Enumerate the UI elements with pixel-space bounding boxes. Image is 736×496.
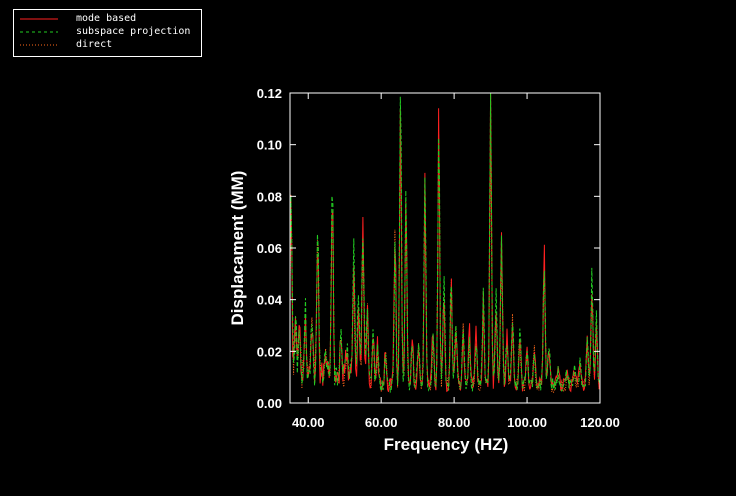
x-tick-label: 80.00 bbox=[438, 415, 471, 430]
x-tick-label: 120.00 bbox=[580, 415, 620, 430]
legend-item-direct: direct bbox=[20, 39, 200, 52]
y-tick-label: 0.06 bbox=[257, 241, 282, 256]
y-tick-label: 0.04 bbox=[257, 293, 283, 308]
legend-item-mode-based: mode based bbox=[20, 13, 200, 26]
legend-item-subspace-projection: subspace projection bbox=[20, 26, 200, 39]
x-tick-label: 60.00 bbox=[365, 415, 398, 430]
legend-swatch-dotted bbox=[20, 44, 58, 46]
y-tick-label: 0.10 bbox=[257, 138, 282, 153]
x-tick-label: 100.00 bbox=[507, 415, 547, 430]
legend-swatch-solid bbox=[20, 18, 58, 20]
x-axis-label: Frequency (HZ) bbox=[384, 435, 509, 454]
legend-label: subspace projection bbox=[76, 26, 191, 37]
series-line-mode-based bbox=[289, 92, 601, 393]
axis-ticks: 0.00 0.02 0.04 0.06 0.08 0.10 0.12 40.00 60.00 80… bbox=[257, 86, 620, 430]
series-line-subspace-projection bbox=[289, 92, 601, 394]
y-axis-label: Displacament (MM) bbox=[228, 171, 247, 326]
plot-area bbox=[289, 92, 601, 394]
y-tick-label: 0.00 bbox=[257, 396, 282, 411]
y-tick-label: 0.02 bbox=[257, 344, 282, 359]
legend-box: mode based subspace projection direct bbox=[13, 9, 202, 57]
legend-label: direct bbox=[76, 39, 113, 50]
legend-swatch-dashed bbox=[20, 31, 58, 33]
y-tick-label: 0.08 bbox=[257, 189, 282, 204]
legend-label: mode based bbox=[76, 13, 137, 24]
y-tick-label: 0.12 bbox=[257, 86, 282, 101]
x-tick-label: 40.00 bbox=[292, 415, 325, 430]
